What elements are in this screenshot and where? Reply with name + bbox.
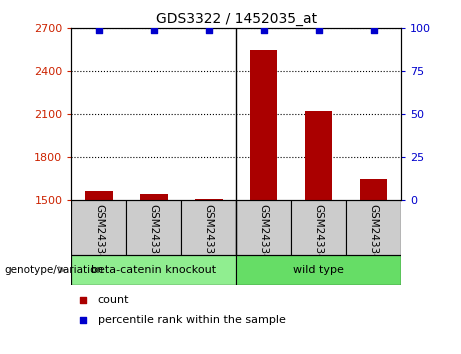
Bar [250, 50, 278, 200]
Bar [85, 192, 112, 200]
Text: GSM243346: GSM243346 [259, 204, 269, 268]
Point [150, 27, 158, 33]
Bar [195, 199, 223, 200]
Bar [181, 200, 236, 255]
Bar [71, 200, 126, 255]
Point [315, 27, 322, 33]
Text: GSM243347: GSM243347 [313, 204, 324, 268]
Point [370, 27, 377, 33]
Text: count: count [98, 295, 130, 306]
Point [260, 27, 267, 33]
Bar [305, 111, 332, 200]
Point [79, 298, 87, 303]
Bar [140, 194, 168, 200]
Bar [236, 255, 401, 285]
Text: beta-catenin knockout: beta-catenin knockout [91, 265, 216, 275]
Bar [71, 255, 236, 285]
Bar [291, 200, 346, 255]
Text: percentile rank within the sample: percentile rank within the sample [98, 315, 286, 325]
Title: GDS3322 / 1452035_at: GDS3322 / 1452035_at [156, 12, 317, 26]
Text: GSM243350: GSM243350 [149, 204, 159, 268]
Point [79, 318, 87, 323]
Bar [360, 178, 387, 200]
Text: GSM243351: GSM243351 [204, 204, 214, 268]
Text: GSM243348: GSM243348 [369, 204, 378, 268]
Bar [346, 200, 401, 255]
Point [95, 27, 103, 33]
Point [205, 27, 213, 33]
Text: genotype/variation: genotype/variation [5, 265, 104, 275]
Bar [126, 200, 181, 255]
Bar [236, 200, 291, 255]
Text: wild type: wild type [293, 265, 344, 275]
Text: GSM243349: GSM243349 [94, 204, 104, 268]
